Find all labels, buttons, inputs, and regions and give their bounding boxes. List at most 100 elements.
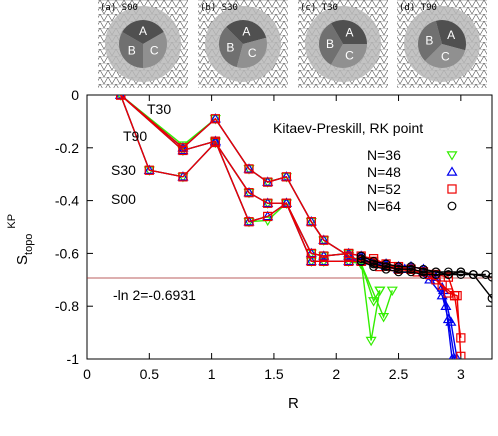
y-tick-label: -0.6 <box>55 245 79 261</box>
data-point <box>381 262 391 272</box>
data-point <box>244 188 254 198</box>
curve-label-t30: T30 <box>147 101 171 117</box>
data-point <box>449 290 460 301</box>
data-point <box>144 165 154 175</box>
x-tick-label: 0.5 <box>140 366 160 382</box>
data-point <box>117 95 124 101</box>
legend-marker <box>446 166 458 176</box>
legend-label: N=52 <box>367 181 401 197</box>
data-point <box>365 336 377 347</box>
data-point <box>178 172 188 182</box>
legend-label: N=36 <box>367 147 401 163</box>
data-point <box>419 267 428 277</box>
data-point <box>243 165 255 175</box>
inset-region-label: C <box>441 50 450 64</box>
y-axis-title-sup: KP <box>6 214 18 229</box>
data-point <box>356 254 366 264</box>
inset-region-label: C <box>248 46 257 60</box>
y-axis-title-main: S <box>14 255 31 265</box>
data-point <box>262 199 274 209</box>
data-point <box>143 164 155 174</box>
data-point <box>369 256 379 266</box>
x-tick-label: 2.5 <box>389 366 409 382</box>
data-point <box>280 199 292 209</box>
data-point <box>178 145 188 156</box>
data-point <box>443 272 454 282</box>
data-point <box>262 210 274 221</box>
data-point <box>456 270 466 279</box>
data-point <box>356 251 366 261</box>
data-point <box>305 217 317 228</box>
inset-region <box>236 37 267 68</box>
data-point <box>243 186 255 197</box>
inset-region-label: C <box>150 44 159 58</box>
plot-frame <box>86 94 493 360</box>
inset-region <box>425 44 466 69</box>
data-point <box>369 259 379 269</box>
data-point <box>209 138 221 149</box>
inset-region <box>331 20 367 44</box>
inset-region-label: A <box>447 28 455 42</box>
data-point <box>443 267 453 277</box>
data-point <box>378 313 390 323</box>
data-point <box>262 178 274 188</box>
y-tick-label: -1 <box>67 351 80 367</box>
inset-label: (c) T30 <box>300 3 338 13</box>
y-tick-label: -0.8 <box>55 298 79 314</box>
legend-label: N=48 <box>367 164 401 180</box>
data-point <box>456 333 466 343</box>
data-point <box>243 217 255 228</box>
data-point <box>419 270 428 279</box>
data-point <box>437 280 447 290</box>
data-point <box>374 286 386 297</box>
data-point <box>305 247 317 258</box>
inset-region-label: B <box>425 34 433 48</box>
data-point <box>381 259 391 269</box>
legend-marker <box>447 201 457 211</box>
inset-region <box>226 19 267 44</box>
inset-panel-2: (b) S30 AB C <box>198 0 288 88</box>
data-point <box>209 113 221 123</box>
data-point <box>406 262 416 272</box>
data-point <box>431 270 441 279</box>
data-point <box>306 248 316 259</box>
data-point <box>243 163 255 173</box>
y-axis-title-sub: topo <box>23 234 35 255</box>
data-point <box>344 248 354 259</box>
inset-label: (d) T90 <box>399 3 437 13</box>
inset-region-label: A <box>345 26 353 40</box>
x-tick-label: 1 <box>208 366 216 382</box>
data-point <box>356 256 366 266</box>
data-point <box>368 297 380 307</box>
legend: Kitaev-Preskill, RK point N=36N=48N=52N=… <box>273 120 458 214</box>
data-point <box>210 114 221 124</box>
inset-region <box>143 32 167 68</box>
x-tick-label: 2 <box>332 366 340 382</box>
data-point <box>263 177 273 187</box>
data-point <box>263 198 273 208</box>
data-point <box>386 286 398 297</box>
data-point <box>306 217 316 227</box>
data-point <box>456 267 466 277</box>
data-point <box>263 211 273 222</box>
data-point <box>456 351 466 359</box>
curve-label-s00: S00 <box>111 191 136 207</box>
inset-panel-1: (a) S00 AB C <box>98 0 188 88</box>
y-axis-title: Stopo KP <box>6 214 35 265</box>
data-point <box>406 264 416 274</box>
data-point <box>443 270 453 279</box>
x-tick-label: 1.5 <box>264 366 284 382</box>
inset-region-label: A <box>139 24 147 38</box>
data-point <box>115 95 126 100</box>
data-point <box>280 171 292 181</box>
legend-marker <box>447 184 457 194</box>
axes: 0 0.5 1 1.5 2 2.5 3 0 -0.2 -0.4 -0.6 -0.8 -1 <box>55 87 492 382</box>
inset-region-label: B <box>226 40 234 54</box>
data-point <box>115 95 127 99</box>
curve-label-t90: T90 <box>123 128 147 144</box>
data-point <box>431 267 441 277</box>
data-point <box>244 217 254 227</box>
data-point <box>177 173 189 183</box>
